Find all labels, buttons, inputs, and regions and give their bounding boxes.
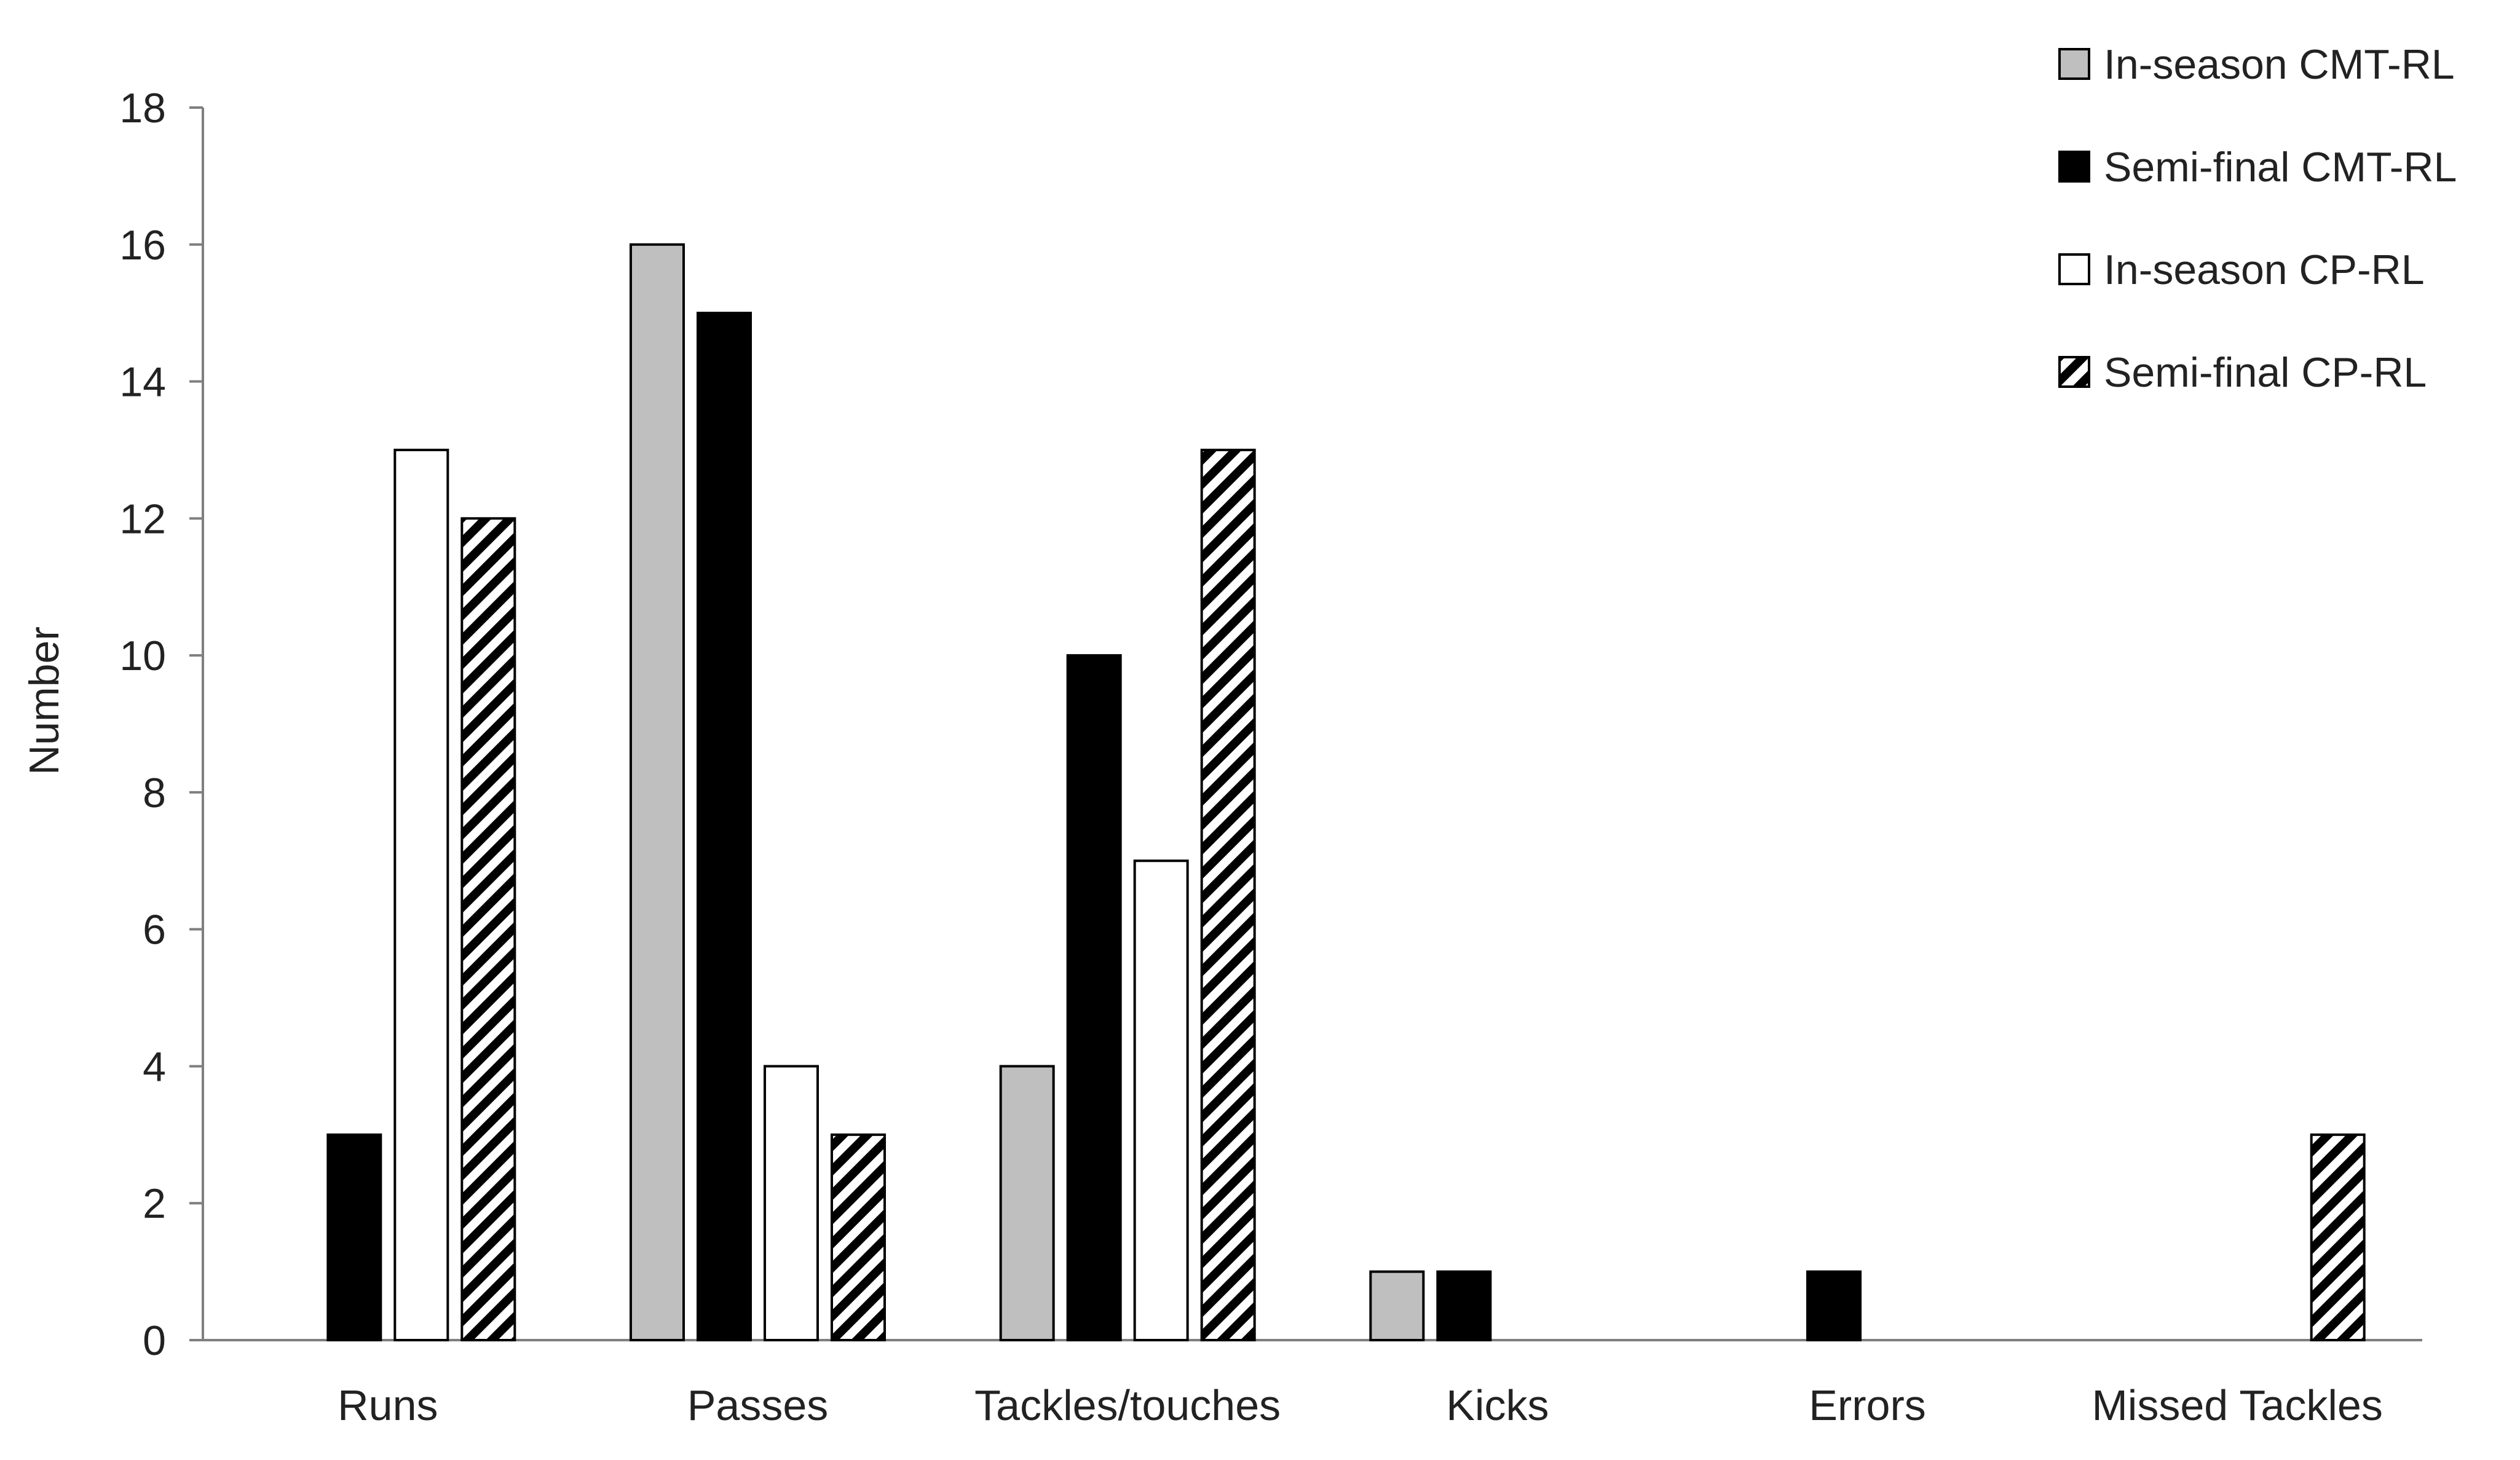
bar — [1066, 654, 1122, 1341]
y-tick-label: 10 — [119, 633, 166, 679]
legend: In-season CMT-RL Semi-final CMT-RL In-seas… — [2058, 41, 2457, 396]
y-tick-label: 4 — [143, 1043, 166, 1090]
x-tick-label: Errors — [1809, 1381, 1926, 1429]
legend-swatch — [2058, 356, 2090, 388]
bar — [2310, 1133, 2366, 1342]
legend-label: In-season CP-RL — [2104, 247, 2425, 293]
bar — [1806, 1270, 1862, 1341]
y-tick-label: 6 — [143, 907, 166, 953]
legend-swatch — [2058, 253, 2090, 285]
legend-label: Semi-final CMT-RL — [2104, 144, 2457, 191]
legend-label: In-season CMT-RL — [2104, 41, 2455, 88]
legend-swatch — [2058, 151, 2090, 183]
y-tick-label: 8 — [143, 770, 166, 816]
x-tick-label: Kicks — [1446, 1381, 1549, 1429]
legend-swatch — [2058, 48, 2090, 80]
bar — [999, 1065, 1055, 1341]
bar — [764, 1065, 819, 1341]
x-tick-label: Passes — [687, 1381, 829, 1429]
y-axis: 0 2 4 6 8 10 12 14 16 18 — [119, 85, 204, 1364]
y-tick-label: 16 — [119, 222, 166, 269]
y-tick-label: 0 — [143, 1317, 166, 1364]
bar — [1133, 859, 1189, 1342]
x-tick-label: Missed Tackles — [2092, 1381, 2383, 1429]
y-tick-label: 14 — [119, 359, 166, 406]
y-tick-label: 12 — [119, 495, 166, 542]
bars — [326, 243, 2366, 1342]
y-tick-label: 18 — [119, 85, 166, 132]
bar — [831, 1133, 886, 1342]
bar — [697, 312, 752, 1342]
y-axis-label: Number — [21, 626, 68, 775]
x-tick-label: Tackles/touches — [974, 1381, 1281, 1429]
y-tick-label: 2 — [143, 1180, 166, 1227]
bar — [630, 243, 685, 1341]
bar — [393, 448, 449, 1341]
bar — [326, 1133, 382, 1342]
bar — [460, 517, 516, 1341]
legend-label: Semi-final CP-RL — [2104, 349, 2427, 396]
bar — [1436, 1270, 1492, 1341]
x-axis: Runs Passes Tackles/touches Kicks Errors Miss… — [203, 1339, 2422, 1429]
bar — [1369, 1270, 1425, 1341]
x-tick-label: Runs — [338, 1381, 438, 1429]
bar — [1200, 448, 1256, 1341]
